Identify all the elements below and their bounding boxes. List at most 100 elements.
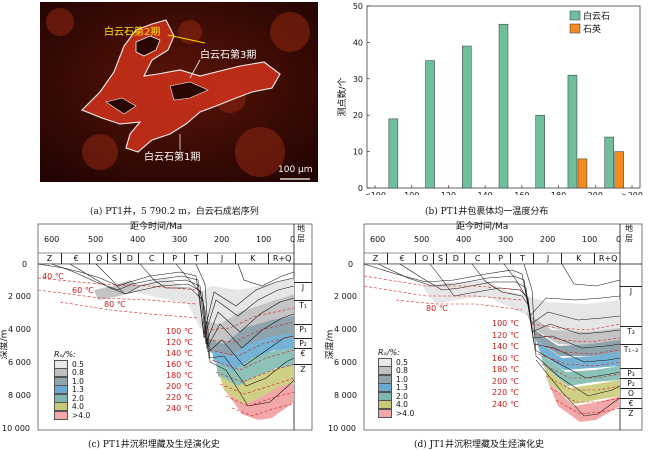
y-tick-label: 30: [353, 75, 363, 84]
isotherm-labels-right-d: 100 ℃ 120 ℃ 140 ℃ 160 ℃ 180 ℃ 200 ℃ 220 ℃ 240 ℃: [492, 318, 519, 410]
ro-value: 1.3: [72, 385, 84, 395]
depth-tick-10000: 10 000: [328, 424, 356, 433]
isotherm-label: 240 ℃: [166, 404, 193, 413]
strata-column-d: J T₃ T₁₋₂ P₃ P₂ O € Z: [620, 264, 642, 430]
label-dolomite-2: 白云石第2期: [104, 27, 161, 38]
ro-legend-item: 1.0: [54, 376, 90, 386]
scalebar-label: 100 μm: [278, 165, 313, 175]
y-tick-label: 40: [353, 38, 363, 47]
burial-history-pt1: [37, 223, 313, 431]
ro-legend-item: 0.5: [378, 357, 414, 367]
depth-tick-2000: 2 000: [8, 292, 31, 301]
ro-value: 2.0: [396, 391, 408, 401]
period-cell: O: [415, 253, 434, 264]
caption-d: (d) JT1井沉积埋藏及生烃演化史: [414, 440, 544, 450]
time-tick-600: 600: [370, 235, 386, 244]
stratum-label: J: [620, 286, 642, 296]
depth-tick-10000: 10 000: [2, 424, 30, 433]
legend-label-0: 白云石: [583, 10, 610, 22]
isotherm-label: 240 ℃: [492, 399, 519, 409]
stratum-label: T₁₋₂: [620, 344, 642, 354]
ro-legend-d: Rₒ/%: 0.5 0.8 1.0 1.3 2.0 4.0 >4.0: [378, 348, 414, 418]
burial-curves: [37, 263, 295, 407]
label-dolomite-1: 白云石第1期: [144, 152, 201, 163]
time-tick-300: 300: [172, 235, 188, 244]
photo-drawing: [40, 2, 318, 182]
ro-legend-title: Rₒ/%:: [378, 348, 400, 357]
period-cell: K: [235, 253, 269, 264]
stratum-label: P₁: [294, 324, 312, 334]
depth-tick-6000: 6 000: [8, 358, 31, 367]
strata-header-d: 地 层: [625, 224, 633, 243]
isotherm-label: 160 ℃: [492, 353, 519, 363]
isotherm-label: 160 ℃: [166, 360, 193, 369]
ro-legend-item: 2.0: [378, 391, 414, 401]
isotherm-label: 100 ℃: [166, 327, 193, 336]
isotherm-label: 140 ℃: [492, 342, 519, 351]
period-cell: D: [119, 253, 139, 264]
period-cell: J: [532, 253, 562, 264]
ro-value: 0.8: [72, 368, 84, 378]
time-tick-100: 100: [256, 235, 272, 244]
label-dolomite-3: 白云石第3期: [200, 50, 257, 61]
time-tick-0: 0: [616, 235, 622, 244]
stratum-label: P₂: [620, 378, 642, 388]
depth-tick-8000: 8 000: [334, 391, 357, 400]
bar-dolomite: [567, 74, 578, 189]
histogram-chart: 01020304050<100100120140160180200>200均一温…: [336, 2, 643, 195]
period-cell: D: [445, 253, 465, 264]
period-cell: J: [206, 253, 236, 264]
ro-legend-item: 4.0: [378, 400, 414, 410]
leader-line-3: [189, 59, 201, 79]
ro-legend-item: 4.0: [54, 402, 90, 412]
panel-d-text: 距今时间/Ma 地 层 600 500 400 300 200 100 0 Z €…: [325, 220, 650, 435]
panel-c-text: 距今时间/Ma 地 层 600 500 400 300 200 100 0 Z €…: [0, 220, 322, 435]
isotherm-label: 60 ℃: [72, 286, 94, 295]
stratum-label: T₃: [620, 326, 642, 336]
isotherm-label: 120 ℃: [166, 338, 193, 347]
legend-label-1: 石英: [583, 23, 601, 35]
x-tick-label: 160: [514, 191, 529, 195]
ro-value: 0.8: [396, 366, 408, 376]
time-tick-200: 200: [214, 235, 230, 244]
bar-quartz: [614, 151, 624, 189]
period-row-c: Z € O S D C P T J K R+Q: [38, 253, 294, 264]
ro-swatch: [378, 408, 392, 418]
time-tick-400: 400: [456, 235, 472, 244]
ro-legend-item: 0.5: [54, 359, 90, 369]
time-tick-500: 500: [88, 235, 104, 244]
bar-dolomite: [535, 114, 545, 189]
leader-line-2: [167, 34, 206, 44]
ro-legend-item: 2.0: [54, 393, 90, 403]
isotherm-label: 80 ℃: [426, 304, 448, 313]
depth-tick-6000: 6 000: [334, 358, 357, 367]
period-row-d: Z € O S D C P T J K R+Q: [364, 253, 620, 264]
ro-value: 4.0: [72, 402, 84, 412]
caption-b: (b) PT1井包裹体均一温度分布: [425, 207, 549, 217]
ro-value: >4.0: [396, 408, 415, 418]
y-tick-label: 50: [353, 2, 363, 11]
period-cell: T: [509, 253, 534, 264]
depth-tick-2000: 2 000: [334, 292, 357, 301]
depth-label-c: 深度/m: [0, 329, 10, 360]
depth-tick-0: 0: [22, 260, 28, 269]
bar-quartz: [577, 158, 588, 189]
depth-tick-0: 0: [348, 260, 354, 269]
period-cell: R+Q: [594, 253, 621, 264]
photomicrograph: 白云石第2期 白云石第3期 白云石第1期 100 μm: [40, 2, 318, 182]
period-cell: R+Q: [268, 253, 295, 264]
time-tick-200: 200: [540, 235, 556, 244]
isotherm-label: 180 ℃: [492, 365, 519, 374]
isotherm-label: 220 ℃: [166, 393, 193, 402]
caption-c: (c) PT1井沉积埋藏及生烃演化史: [88, 440, 220, 450]
ro-legend-c: Rₒ/%: 0.5 0.8 1.0 1.3 2.0 4.0 >4.0: [54, 350, 90, 420]
time-tick-400: 400: [130, 235, 146, 244]
depth-tick-4000: 4 000: [334, 325, 357, 334]
period-cell: S: [107, 253, 121, 264]
isotherm-label: 80 ℃: [104, 300, 126, 309]
time-tick-500: 500: [414, 235, 430, 244]
ro-value: 1.3: [396, 383, 408, 393]
x-tick-label: 200: [588, 191, 603, 195]
stratum-label: J: [294, 282, 312, 292]
strata-header-c: 地 层: [297, 224, 305, 243]
